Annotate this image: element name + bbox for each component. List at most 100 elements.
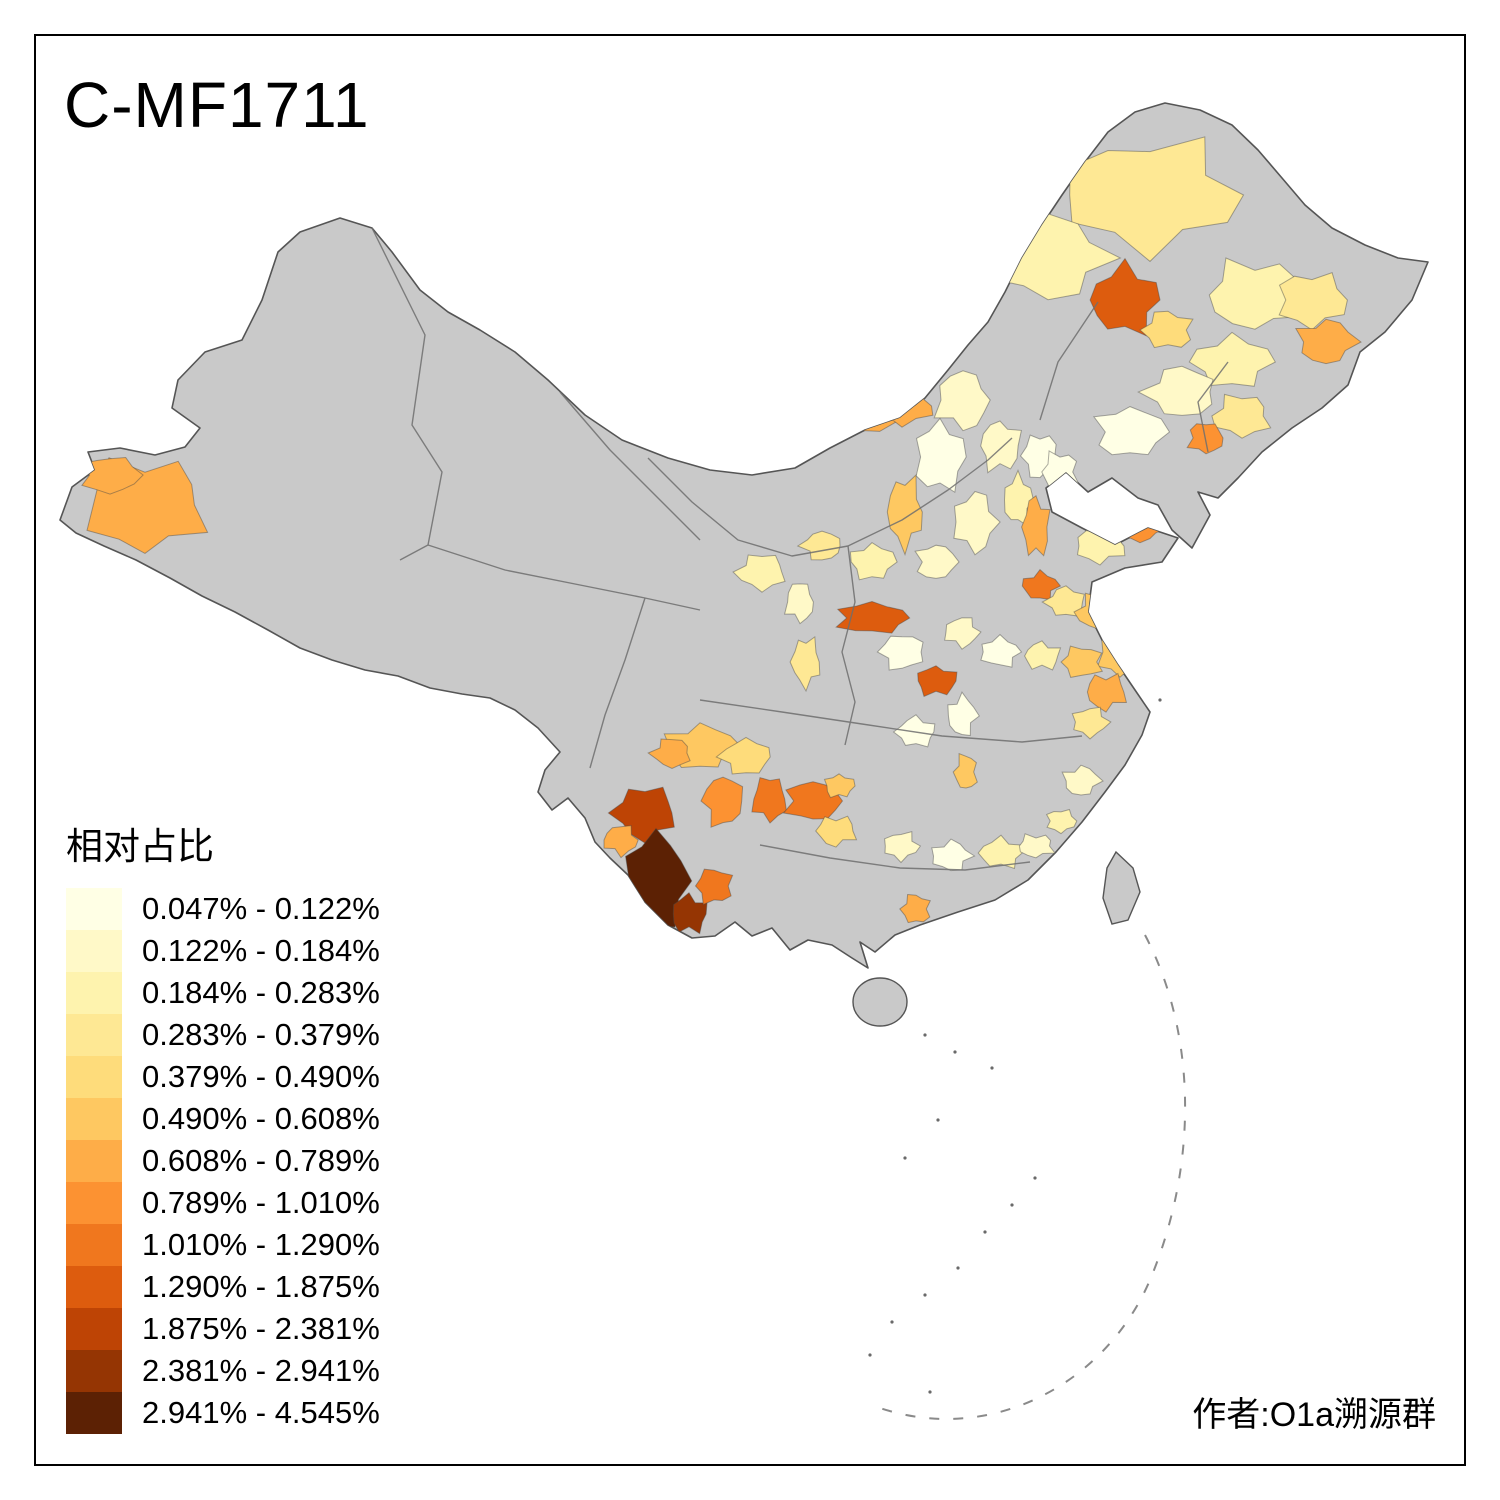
map-region [952, 752, 978, 789]
hainan-island [852, 977, 908, 1027]
legend-swatch [66, 1350, 122, 1392]
map-region [876, 635, 924, 671]
map-region [1071, 706, 1112, 740]
map-title: C-MF1711 [64, 69, 370, 141]
legend-swatch [66, 1224, 122, 1266]
map-region [1018, 833, 1056, 859]
map-region [815, 815, 858, 848]
map-region [947, 691, 980, 737]
map-region [914, 544, 960, 579]
legend-class-label: 1.010% - 1.290% [142, 1227, 380, 1262]
map-region [884, 831, 922, 864]
legend-class-label: 0.122% - 0.184% [142, 933, 380, 968]
map-region [1045, 808, 1078, 835]
map-region [1188, 331, 1276, 387]
legend-swatch [66, 1308, 122, 1350]
sea-islands [868, 698, 1162, 1394]
legend-class-label: 0.283% - 0.379% [142, 1017, 380, 1052]
legend-row: 0.789% - 1.010% [66, 1182, 380, 1224]
legend-class-label: 2.941% - 4.545% [142, 1395, 380, 1430]
legend-row: 1.010% - 1.290% [66, 1224, 380, 1266]
legend-class-label: 0.047% - 0.122% [142, 891, 380, 926]
map-region [849, 541, 898, 581]
map-region [1294, 318, 1362, 365]
legend-swatch [66, 1014, 122, 1056]
map-region [977, 834, 1023, 870]
legend-row: 0.122% - 0.184% [66, 930, 380, 972]
map-region [1139, 310, 1194, 349]
map-region [886, 473, 923, 557]
legend-class-label: 1.290% - 1.875% [142, 1269, 380, 1304]
map-region [732, 554, 786, 593]
map-region [1092, 406, 1171, 456]
map-region [835, 600, 911, 634]
map-region [1021, 495, 1051, 557]
map-region [915, 417, 967, 494]
legend-swatch [66, 1182, 122, 1224]
legend-swatch [66, 1098, 122, 1140]
legend-row: 0.184% - 0.283% [66, 972, 380, 1014]
map-region [1211, 393, 1272, 439]
map-region [789, 635, 821, 693]
legend-title: 相对占比 [66, 826, 214, 867]
author-credit: 作者:O1a溯源群 [1192, 1396, 1436, 1434]
legend-swatch [66, 1056, 122, 1098]
map-region [1278, 271, 1348, 331]
map-region [899, 893, 932, 924]
map-region [1060, 645, 1104, 678]
map-region [953, 490, 1001, 556]
map-region [783, 583, 814, 625]
legend-row: 0.047% - 0.122% [66, 888, 380, 930]
legend-swatch [66, 1266, 122, 1308]
legend-row: 2.941% - 4.545% [66, 1392, 380, 1434]
map-region [672, 891, 708, 935]
legend-class-label: 0.608% - 0.789% [142, 1143, 380, 1178]
legend-class-label: 0.490% - 0.608% [142, 1101, 380, 1136]
legend-row: 1.290% - 1.875% [66, 1266, 380, 1308]
legend-class-label: 0.789% - 1.010% [142, 1185, 380, 1220]
legend-rows: 0.047% - 0.122% 0.122% - 0.184% 0.184% - 0… [66, 888, 380, 1434]
province-borders [371, 227, 1229, 871]
legend-row: 0.283% - 0.379% [66, 1014, 380, 1056]
map-region [944, 617, 982, 650]
legend: 相对占比 0.047% - 0.122% 0.122% - 0.184% 0.184… [66, 816, 380, 1434]
map-region [892, 714, 936, 748]
map-region [718, 411, 818, 447]
map-region [751, 776, 787, 824]
legend-row: 2.381% - 2.941% [66, 1350, 380, 1392]
map-region [823, 773, 856, 799]
legend-class-label: 0.379% - 0.490% [142, 1059, 380, 1094]
south-china-sea-dashed-line [879, 934, 1186, 1420]
taiwan-island [1102, 850, 1141, 925]
map-region [1089, 257, 1161, 337]
map-region [1061, 764, 1104, 796]
map-region [647, 738, 691, 769]
legend-swatch [66, 1392, 122, 1434]
legend-row: 0.490% - 0.608% [66, 1098, 380, 1140]
map-region [715, 736, 771, 775]
map-region [700, 776, 744, 828]
map-region [1086, 672, 1128, 713]
legend-row: 0.379% - 0.490% [66, 1056, 380, 1098]
map-region [78, 456, 144, 495]
legend-class-label: 0.184% - 0.283% [142, 975, 380, 1010]
legend-swatch [66, 1140, 122, 1182]
map-region [980, 633, 1023, 668]
map-region [980, 420, 1023, 474]
map-region [1069, 136, 1245, 263]
legend-swatch [66, 972, 122, 1014]
map-region [796, 530, 841, 561]
legend-swatch [66, 930, 122, 972]
legend-row: 1.875% - 2.381% [66, 1308, 380, 1350]
legend-class-label: 1.875% - 2.381% [142, 1311, 380, 1346]
map-region [917, 665, 958, 698]
map-region [1024, 640, 1062, 671]
map-region [694, 868, 734, 906]
legend-swatch [66, 888, 122, 930]
legend-class-label: 2.381% - 2.941% [142, 1353, 380, 1388]
map-region [603, 825, 639, 859]
legend-row: 0.608% - 0.789% [66, 1140, 380, 1182]
map-region [933, 370, 991, 432]
